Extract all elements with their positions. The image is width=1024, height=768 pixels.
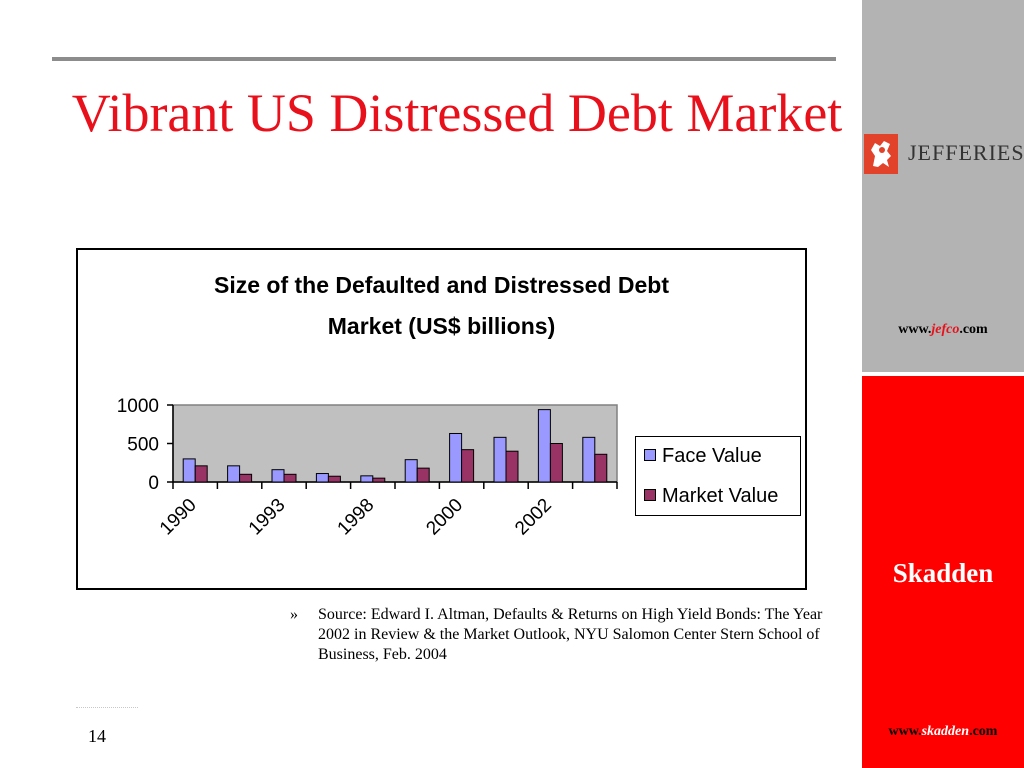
jefferies-lion-icon: [864, 134, 898, 174]
chart-legend: Face Value Market Value: [635, 436, 801, 516]
x-tick-label: 1990: [156, 495, 201, 540]
bar-market-value: [594, 453, 608, 483]
skadden-panel: [862, 376, 1024, 768]
bar-face-value: [404, 459, 418, 483]
chart-title-line-1: Size of the Defaulted and Distressed Deb…: [214, 272, 669, 298]
chart-title-line-2: Market (US$ billions): [327, 313, 556, 339]
slide-title: Vibrant US Distressed Debt Market: [71, 83, 843, 143]
bar-face-value: [582, 436, 596, 483]
jefferies-url-highlight: jefco: [931, 322, 960, 337]
page-number: 14: [88, 726, 106, 746]
source-bullet: »: [290, 606, 298, 623]
bar-market-value: [416, 467, 430, 483]
jefferies-url-prefix: www.: [898, 322, 932, 337]
bar-market-value: [239, 473, 253, 483]
source-text: Source: Edward I. Altman, Defaults & Ret…: [318, 606, 823, 663]
bar-market-value: [505, 450, 519, 483]
y-tick-label: 1000: [117, 396, 159, 417]
bar-market-value: [194, 465, 208, 483]
bar-market-value: [461, 449, 475, 483]
x-tick-label: 1998: [334, 495, 379, 540]
skadden-url-highlight: skadden: [921, 724, 970, 739]
bar-market-value: [549, 443, 563, 483]
bar-market-value: [327, 475, 341, 483]
footer-rule: [76, 707, 138, 708]
chart-frame: Size of the Defaulted and Distressed Deb…: [76, 248, 807, 590]
legend-item-market-value: Market Value: [644, 485, 778, 508]
chart-svg: 0 500 1000 1990 1993 1998 2000 2002: [117, 396, 618, 540]
bar-face-value: [182, 458, 196, 483]
bar-market-value: [372, 477, 386, 483]
x-tick-label: 2000: [422, 495, 467, 540]
jefferies-url-suffix: .com: [959, 322, 988, 337]
y-tick-label: 0: [148, 473, 159, 494]
legend-item-face-value: Face Value: [644, 445, 762, 468]
bar-face-value: [537, 409, 551, 483]
bar-face-value: [360, 475, 374, 483]
jefferies-logo: JEFFERIES: [862, 134, 1024, 174]
bar-market-value: [283, 473, 297, 483]
jefferies-wordmark: JEFFERIES: [908, 140, 1024, 165]
legend-label-face-value: Face Value: [662, 445, 762, 467]
skadden-url[interactable]: www.skadden.com: [862, 724, 1024, 740]
x-tick-label: 1993: [245, 495, 290, 540]
bar-face-value: [271, 469, 285, 483]
legend-swatch-market-value: [644, 488, 656, 501]
x-tick-label: 2002: [511, 495, 556, 540]
bar-face-value: [493, 436, 507, 483]
skadden-url-prefix: www.: [888, 724, 922, 739]
bar-face-value: [227, 465, 241, 483]
jefferies-panel: [862, 0, 1024, 372]
legend-label-market-value: Market Value: [662, 485, 779, 507]
bar-face-value: [449, 432, 463, 483]
bar-face-value: [315, 473, 329, 483]
jefferies-url[interactable]: www.jefco.com: [862, 322, 1024, 338]
top-rule: [52, 57, 836, 61]
skadden-url-suffix: .com: [969, 724, 998, 739]
y-tick-label: 500: [127, 435, 159, 456]
skadden-name: Skadden: [892, 558, 994, 588]
legend-swatch-face-value: [644, 448, 656, 461]
